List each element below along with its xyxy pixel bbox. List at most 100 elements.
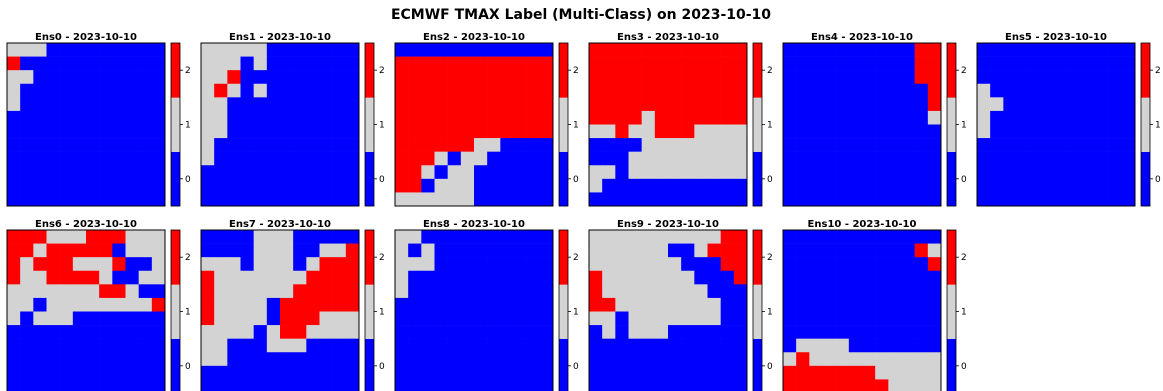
heatmap-cell xyxy=(835,352,850,367)
heatmap-cell xyxy=(681,43,695,57)
heatmap-cell xyxy=(513,97,527,112)
heatmap-cell xyxy=(1069,124,1083,139)
heatmap-cell xyxy=(862,43,876,57)
heatmap-cell xyxy=(513,192,527,207)
heatmap-cell xyxy=(7,325,21,339)
heatmap-cell xyxy=(460,138,475,152)
heatmap-cell xyxy=(125,270,139,285)
heatmap-cell xyxy=(589,110,603,125)
heatmap-cell xyxy=(214,257,228,272)
heatmap-cell xyxy=(253,138,268,152)
heatmap-cell xyxy=(240,151,254,166)
heatmap-cell xyxy=(395,365,409,380)
heatmap-cell xyxy=(1056,110,1070,125)
heatmap-cell xyxy=(460,56,475,71)
heatmap-cell xyxy=(875,56,889,71)
colorbar-tick-label: 0 xyxy=(379,175,385,185)
heatmap-cell xyxy=(733,284,748,299)
colorbar-segment xyxy=(947,97,956,152)
heatmap-cell xyxy=(227,270,241,285)
heatmap-cell xyxy=(112,311,126,326)
heatmap-cell xyxy=(654,165,669,180)
heatmap-cell xyxy=(796,325,810,339)
heatmap-cell xyxy=(733,243,748,258)
heatmap-cell xyxy=(214,192,228,207)
heatmap-cell xyxy=(214,311,228,326)
heatmap-cell xyxy=(345,311,360,326)
heatmap-cell xyxy=(280,43,294,57)
heatmap-cell xyxy=(513,325,527,339)
heatmap-cell xyxy=(822,165,836,180)
heatmap-cell xyxy=(914,97,929,112)
heatmap-cell xyxy=(151,97,166,112)
heatmap-cell xyxy=(408,257,422,272)
heatmap-cell xyxy=(434,124,448,139)
heatmap-cell xyxy=(332,297,347,312)
heatmap-cell xyxy=(526,97,541,112)
heatmap-cell xyxy=(240,379,254,391)
heatmap-cell xyxy=(977,56,991,71)
heatmap-cell xyxy=(822,284,836,299)
heatmap-cell xyxy=(848,56,863,71)
heatmap-cell xyxy=(306,138,320,152)
heatmap-cell xyxy=(99,297,113,312)
heatmap-cell xyxy=(487,110,501,125)
heatmap-cell xyxy=(434,230,448,244)
colorbar-segment xyxy=(365,43,374,98)
heatmap-cell xyxy=(474,83,488,98)
heatmap-cell xyxy=(99,83,113,98)
heatmap-cell xyxy=(487,270,501,285)
heatmap-cell xyxy=(668,270,682,285)
heatmap-cell xyxy=(125,110,139,125)
heatmap-cell xyxy=(628,110,642,125)
heatmap-cell xyxy=(266,110,281,125)
heatmap-cell xyxy=(125,43,139,57)
heatmap-cell xyxy=(201,257,215,272)
heatmap-cell xyxy=(319,352,333,367)
heatmap-cell xyxy=(227,257,241,272)
heatmap-cell xyxy=(809,56,823,71)
heatmap-cell xyxy=(809,230,823,244)
heatmap-cell xyxy=(822,178,836,193)
heatmap-cell xyxy=(447,352,462,367)
heatmap-cells xyxy=(201,230,360,391)
heatmap-cell xyxy=(796,165,810,180)
colorbar-segment xyxy=(559,43,568,98)
heatmap-cell xyxy=(848,178,863,193)
colorbar-segment xyxy=(171,97,180,152)
heatmap-cell xyxy=(668,70,682,85)
heatmap-cell xyxy=(927,178,942,193)
heatmap-cell xyxy=(641,257,656,272)
heatmap-cell xyxy=(615,138,629,152)
heatmap-cell xyxy=(783,178,797,193)
heatmap-cell xyxy=(796,178,810,193)
heatmap-cell xyxy=(434,297,448,312)
heatmap-cell xyxy=(707,178,721,193)
heatmap-cell xyxy=(1121,178,1136,193)
heatmap-cell xyxy=(332,352,347,367)
heatmap-cell xyxy=(112,192,126,207)
heatmap-cell xyxy=(641,284,656,299)
heatmap-cell xyxy=(125,138,139,152)
heatmap-cell xyxy=(862,365,876,380)
heatmap-cell xyxy=(46,352,60,367)
heatmap-cell xyxy=(1016,97,1030,112)
heatmap-cell xyxy=(513,43,527,57)
heatmap-cell xyxy=(526,379,541,391)
heatmap-cell xyxy=(253,56,268,71)
heatmap-cell xyxy=(654,83,669,98)
heatmap-cell xyxy=(1082,56,1096,71)
heatmap-cell xyxy=(681,352,695,367)
heatmap-cell xyxy=(319,43,333,57)
heatmap-cell xyxy=(474,97,488,112)
heatmap-cell xyxy=(151,257,166,272)
colorbar-segment xyxy=(947,338,956,391)
heatmap-cell xyxy=(227,124,241,139)
colorbar-segment xyxy=(171,151,180,207)
heatmap-cell xyxy=(20,243,34,258)
colorbar-segment xyxy=(753,284,762,339)
heatmap-cell xyxy=(20,43,34,57)
heatmap-cell xyxy=(694,297,708,312)
